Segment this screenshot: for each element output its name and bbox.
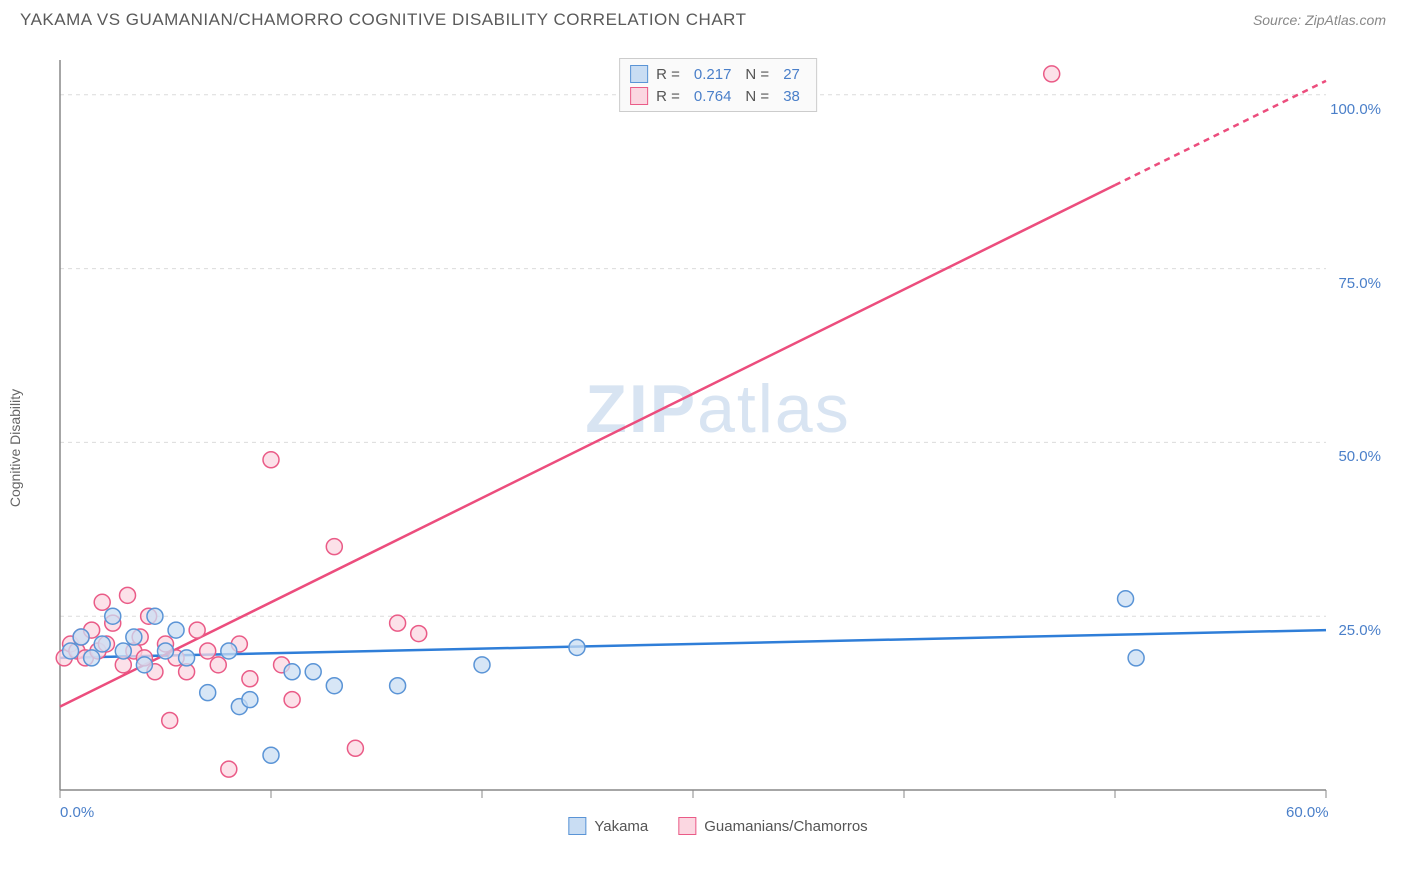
legend-n-label: N = [745,88,769,105]
series-legend-item-guamanians: Guamanians/Chamorros [678,817,867,835]
y-axis-label: Cognitive Disability [7,389,23,507]
y-tick-label: 50.0% [1338,448,1381,465]
legend-r-value-guamanians: 0.764 [694,88,732,105]
source-attribution: Source: ZipAtlas.com [1253,12,1386,28]
series-legend-label-guamanians: Guamanians/Chamorros [704,818,867,835]
legend-r-value-yakama: 0.217 [694,66,732,83]
chart-header: YAKAMA VS GUAMANIAN/CHAMORRO COGNITIVE D… [0,0,1406,36]
series-legend-item-yakama: Yakama [568,817,648,835]
legend-r-label: R = [656,66,680,83]
y-tick-label: 25.0% [1338,622,1381,639]
legend-swatch-icon [630,65,648,83]
legend-n-label: N = [745,66,769,83]
y-tick-label: 75.0% [1338,275,1381,292]
stats-legend-row-guamanians: R = 0.764 N = 38 [630,85,806,107]
legend-n-value-yakama: 27 [783,66,800,83]
legend-swatch-icon [568,817,586,835]
legend-n-value-guamanians: 38 [783,88,800,105]
stats-legend-box: R = 0.217 N = 27 R = 0.764 N = 38 [619,58,817,112]
x-tick-label: 0.0% [60,804,94,821]
legend-swatch-icon [678,817,696,835]
scatter-plot-svg [50,50,1386,830]
x-tick-label: 60.0% [1286,804,1329,821]
legend-swatch-icon [630,87,648,105]
chart-area: Cognitive Disability ZIPatlas R = 0.217 … [50,50,1386,830]
series-legend-label-yakama: Yakama [594,818,648,835]
series-legend: Yakama Guamanians/Chamorros [568,817,867,835]
stats-legend-row-yakama: R = 0.217 N = 27 [630,63,806,85]
legend-r-label: R = [656,88,680,105]
y-tick-label: 100.0% [1330,101,1381,118]
chart-title: YAKAMA VS GUAMANIAN/CHAMORRO COGNITIVE D… [20,10,747,30]
